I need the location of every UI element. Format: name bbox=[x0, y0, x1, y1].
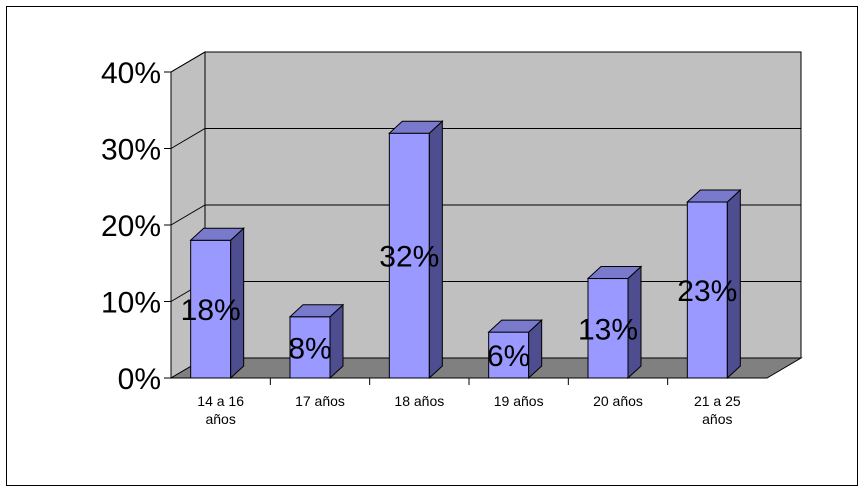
data-label: 8% bbox=[288, 332, 331, 365]
category-label-line: 19 años bbox=[494, 393, 544, 409]
bar-top bbox=[388, 120, 444, 134]
bar-top bbox=[487, 319, 543, 333]
category-label-line: 20 años bbox=[593, 393, 643, 409]
bar bbox=[686, 201, 728, 379]
category-label-line: años bbox=[702, 411, 732, 427]
y-tick-label: 30% bbox=[101, 134, 161, 167]
gridline bbox=[170, 51, 801, 73]
category-label: 18 años bbox=[394, 393, 444, 409]
data-label: 32% bbox=[379, 241, 439, 274]
bar-side bbox=[329, 303, 344, 380]
axes bbox=[164, 71, 767, 385]
y-tick-label: 10% bbox=[101, 287, 161, 320]
category-label-line: 21 a 25 bbox=[694, 393, 741, 409]
bars bbox=[189, 120, 742, 380]
y-tick-label: 0% bbox=[118, 363, 161, 396]
y-tick-label: 20% bbox=[101, 210, 161, 243]
data-label: 18% bbox=[181, 294, 241, 327]
y-tick-label: 40% bbox=[101, 57, 161, 90]
data-label: 23% bbox=[677, 275, 737, 308]
data-label: 6% bbox=[487, 340, 530, 373]
labels: 0% 10% 20% 30% 40% 18% 14 a 16 años 8% 17 años 32%… bbox=[101, 57, 741, 427]
bar bbox=[289, 316, 331, 379]
category-label: 19 años bbox=[494, 393, 544, 409]
category-label-line: 17 años bbox=[295, 393, 345, 409]
bar-chart: 0% 10% 20% 30% 40% 18% 14 a 16 años 8% 17 años 32%… bbox=[101, 51, 803, 427]
category-label: 17 años bbox=[295, 393, 345, 409]
category-label-line: años bbox=[205, 411, 235, 427]
category-label: 21 a 25 años bbox=[694, 393, 741, 427]
category-label: 20 años bbox=[593, 393, 643, 409]
data-label: 13% bbox=[578, 313, 638, 346]
bar-top bbox=[288, 304, 345, 318]
category-label-line: 14 a 16 bbox=[197, 393, 244, 409]
bar-top bbox=[586, 266, 643, 280]
bar-top bbox=[686, 189, 742, 203]
gridline bbox=[170, 204, 801, 226]
bar-top bbox=[189, 227, 245, 241]
chart-frame: 0% 10% 20% 30% 40% 18% 14 a 16 años 8% 17 años 32%… bbox=[6, 6, 858, 486]
gridline bbox=[170, 128, 801, 149]
category-label: 14 a 16 años bbox=[197, 393, 244, 427]
category-label-line: 18 años bbox=[394, 393, 444, 409]
